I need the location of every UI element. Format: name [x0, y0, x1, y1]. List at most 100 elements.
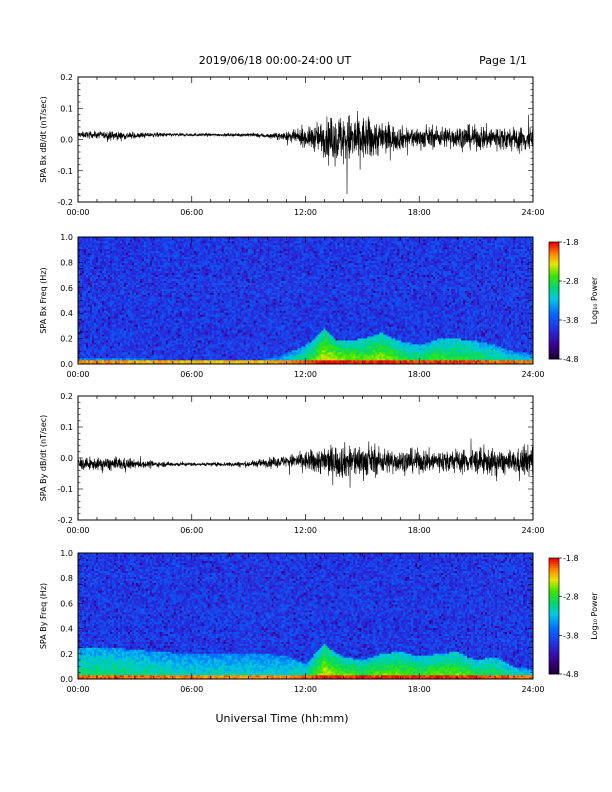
spectrogram-cell [209, 354, 213, 357]
spectrogram-cell [127, 240, 131, 244]
spectrogram-cell [171, 308, 175, 311]
spectrogram-cell [181, 276, 185, 279]
spectrogram-cell [161, 326, 165, 329]
spectrogram-cell [119, 340, 123, 343]
spectrogram-cell [205, 312, 209, 315]
spectrogram-cell [165, 352, 169, 355]
spectrogram-cell [155, 350, 159, 353]
spectrogram-cell [155, 354, 159, 357]
spectrogram-cell [141, 286, 145, 289]
spectrogram-cell [149, 338, 153, 341]
spectrogram-cell [223, 237, 226, 240]
spectrogram-cell [171, 358, 175, 361]
spectrogram-cell [229, 344, 232, 347]
spectrogram-cell [159, 286, 163, 289]
spectrogram-cell [107, 316, 111, 319]
spectrogram-cell [163, 268, 167, 272]
spectrogram-cell [167, 282, 171, 285]
spectrogram-cell [107, 294, 111, 297]
spectrogram-cell [169, 340, 173, 343]
spectrogram-cell [123, 356, 127, 359]
spectrogram-cell [89, 266, 93, 270]
spectrogram-cell [93, 260, 97, 264]
spectrogram-cell [111, 278, 115, 281]
spectrogram-cell [159, 260, 163, 264]
spectrogram-cell [101, 250, 105, 254]
spectrogram-cell [187, 268, 191, 272]
spectrogram-cell [91, 258, 95, 262]
spectrogram-cell [145, 278, 149, 281]
spectrogram-cell [163, 314, 167, 317]
spectrogram-cell [185, 336, 189, 339]
spectrogram-cell [145, 242, 149, 246]
spectrogram-cell [83, 338, 87, 341]
spectrogram-cell [165, 310, 169, 313]
spectrogram-cell [203, 298, 207, 301]
spectrogram-cell [121, 272, 125, 275]
spectrogram-cell [219, 284, 222, 287]
spectrogram-cell [147, 254, 151, 258]
spectrogram-cell [175, 326, 179, 329]
spectrogram-cell [225, 298, 228, 301]
spectrogram-cell [85, 260, 89, 264]
spectrogram-cell [199, 302, 203, 305]
spectrogram-cell [225, 330, 228, 333]
spectrogram-cell [175, 334, 179, 337]
spectrogram-cell [155, 288, 159, 291]
spectrogram-cell [225, 322, 228, 325]
spectrogram-cell [155, 326, 159, 329]
spectrogram-cell [211, 350, 215, 353]
spectrogram-cell [85, 314, 89, 317]
spectrogram-cell [95, 290, 99, 293]
spectrogram-cell [105, 326, 109, 329]
spectrogram-cell [193, 272, 197, 275]
spectrogram-cell [153, 302, 157, 305]
spectrogram-cell [185, 312, 189, 315]
spectrogram-cell [125, 260, 129, 264]
spectrogram-cell [127, 244, 131, 248]
spectrogram-cell [165, 242, 169, 246]
spectrogram-cell [175, 318, 179, 321]
spectrogram-cell [173, 252, 177, 256]
spectrogram-cell [207, 314, 211, 317]
spectrogram-cell [161, 240, 165, 244]
spectrogram-cell [207, 278, 211, 281]
spectrogram-cell [203, 322, 207, 325]
spectrogram-cell [105, 300, 109, 303]
spectrogram-cell [167, 284, 171, 287]
spectrogram-cell [213, 340, 216, 343]
spectrogram-cell [125, 237, 129, 240]
spectrogram-cell [225, 266, 228, 270]
spectrogram-cell [223, 288, 226, 291]
spectrogram-cell [175, 294, 179, 297]
spectrogram-cell [78, 268, 81, 272]
spectrogram-cell [151, 276, 155, 279]
spectrogram-cell [163, 286, 167, 289]
spectrogram-cell [183, 360, 187, 363]
spectrogram-cell [123, 336, 127, 339]
spectrogram-cell [213, 266, 216, 270]
spectrogram-cell [201, 237, 205, 240]
spectrogram-cell [81, 314, 85, 317]
spectrogram-cell [117, 294, 121, 297]
spectrogram-cell [80, 266, 83, 270]
spectrogram-cell [175, 276, 179, 279]
spectrogram-cell [80, 254, 83, 258]
spectrogram-cell [87, 296, 91, 299]
spectrogram-cell [93, 292, 97, 295]
spectrogram-cell [195, 326, 199, 329]
spectrogram-cell [117, 254, 121, 258]
spectrogram-cell [195, 300, 199, 303]
spectrogram-cell [219, 242, 222, 246]
spectrogram-cell [167, 304, 171, 307]
spectrogram-cell [229, 324, 232, 327]
spectrogram-cell [221, 252, 224, 256]
spectrogram-cell [195, 312, 199, 315]
spectrogram-cell [215, 274, 218, 277]
spectrogram-cell [191, 294, 195, 297]
spectrogram-cell [133, 336, 137, 339]
spectrogram-cell [127, 270, 131, 274]
spectrogram-cell [183, 334, 187, 337]
spectrogram-cell [163, 290, 167, 293]
spectrogram-cell [161, 314, 165, 317]
